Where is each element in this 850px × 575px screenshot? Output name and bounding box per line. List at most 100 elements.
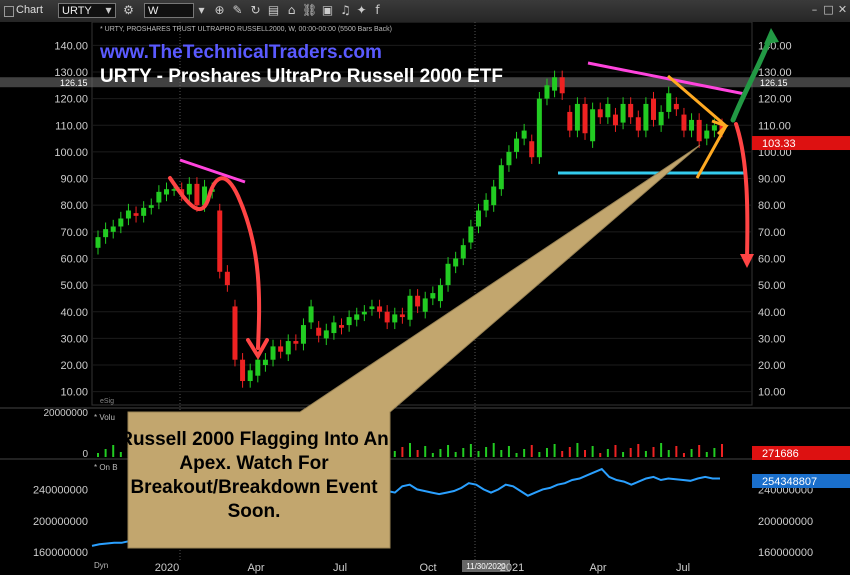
obv-last-label: 254348807	[762, 476, 817, 488]
candle-body	[460, 245, 466, 259]
obv-left-tick: 240000000	[33, 484, 88, 496]
candle-body	[711, 125, 717, 131]
candle-body	[620, 103, 626, 123]
orange-flag-arrowhead	[711, 119, 729, 136]
obv-last-tag	[752, 474, 850, 488]
candle-body	[285, 341, 291, 355]
x-cursor-tag	[462, 560, 510, 572]
x-tick-label: 2021	[500, 562, 524, 574]
candle-body	[361, 311, 367, 315]
right-tick-label: 120.00	[758, 94, 792, 106]
callout-text: Russell 2000 Flagging Into An Apex. Watc…	[119, 429, 389, 522]
right-tick-label: 20.00	[758, 360, 786, 372]
candle-body	[582, 103, 588, 134]
candle-body	[270, 346, 276, 360]
left-tick-label: 60.00	[60, 253, 88, 265]
candle-body	[430, 293, 436, 299]
close-icon[interactable]: ✕	[837, 3, 848, 16]
candle-body	[95, 237, 101, 248]
candle-body	[506, 151, 512, 166]
facebook-icon[interactable]: f	[375, 3, 380, 17]
x-tick-label: Jul	[333, 562, 347, 574]
candle-body	[217, 210, 223, 272]
candle-body	[133, 213, 139, 216]
maximize-icon[interactable]: □	[823, 3, 834, 16]
link-icon[interactable]: ⛓	[302, 3, 318, 17]
candle-body	[643, 103, 649, 131]
candle-body	[681, 114, 687, 131]
twitter-icon[interactable]: ✦	[356, 3, 367, 17]
candle-body	[202, 186, 208, 206]
red-breakdown-arrowhead	[740, 254, 754, 268]
candle-body	[103, 229, 109, 238]
obv-left-tick: 200000000	[33, 516, 88, 528]
x-tick-label: Apr	[589, 562, 606, 574]
candle-body	[514, 138, 520, 152]
x-tick-label: Oct	[419, 562, 436, 574]
crosshair-band	[0, 77, 850, 88]
volume-tick: 20000000	[44, 408, 89, 419]
left-tick-label: 20.00	[60, 360, 88, 372]
candle-body	[590, 109, 596, 142]
candle-body	[331, 322, 337, 334]
candle-body	[415, 295, 421, 307]
candle-body	[224, 271, 230, 286]
volume-label: * Volu	[94, 413, 115, 422]
x-tick-label: Jul	[676, 562, 690, 574]
right-tick-label: 30.00	[758, 333, 786, 345]
candle-body	[491, 186, 497, 206]
period-dropdown-icon[interactable]: ▾	[198, 3, 205, 17]
left-tick-label: 40.00	[60, 307, 88, 319]
save-icon[interactable]: ▣	[321, 3, 334, 17]
left-tick-label: 80.00	[60, 200, 88, 212]
site-url-watermark: www.TheTechnicalTraders.com	[100, 42, 382, 63]
period-input[interactable]: W	[144, 3, 194, 18]
candle-body	[148, 205, 154, 208]
candle-body	[293, 341, 299, 344]
left-tick-label: 110.00	[55, 120, 88, 132]
candle-body	[628, 103, 634, 118]
bell-icon[interactable]: ♫	[340, 3, 351, 17]
left-tick-label: 140.00	[54, 40, 88, 52]
candle-body	[521, 130, 527, 139]
candle-body	[696, 119, 702, 142]
settings-icon[interactable]: ⚙	[123, 3, 134, 17]
draw-icon[interactable]: ✎	[232, 3, 243, 17]
crosshair-icon[interactable]: ⊕	[214, 3, 225, 17]
layout-icon[interactable]: ▤	[267, 3, 280, 17]
home-icon[interactable]: ⌂	[287, 3, 296, 17]
obv-right-tick: 200000000	[758, 516, 813, 528]
refresh-icon[interactable]: ↻	[250, 3, 261, 17]
red-crash-arrowhead	[246, 338, 269, 360]
candle-body	[399, 314, 405, 318]
minimize-icon[interactable]: –	[811, 3, 818, 16]
obv-left-tick: 160000000	[33, 547, 88, 559]
crosshair-right-label: 126.15	[760, 78, 788, 88]
candle-body	[278, 346, 284, 352]
price-panel-frame	[91, 22, 753, 406]
candle-body	[529, 141, 535, 158]
red-crash-curve	[168, 176, 262, 350]
candle-body	[552, 77, 558, 91]
symbol-dropdown-icon[interactable]: ▾	[105, 3, 112, 17]
chart-toolbar: Chart URTY ▾ ⚙ W ▾ ⊕ ✎ ↻ ▤ ⌂ ⛓ ▣ ♫ ✦ f –…	[0, 0, 850, 23]
candle-body	[118, 218, 124, 227]
candle-body	[475, 210, 481, 227]
candle-body	[240, 359, 246, 382]
candle-body	[689, 119, 695, 131]
last-price-label: 103.33	[762, 138, 796, 150]
symbol-input[interactable]: URTY	[58, 3, 116, 18]
candle-body	[392, 314, 398, 323]
right-price-axis: 140.00130.00120.00110.00100.0090.0080.00…	[752, 40, 850, 399]
candle-body	[194, 183, 200, 206]
chart-logo-icon	[4, 6, 14, 17]
left-tick-label: 10.00	[60, 387, 88, 399]
magenta-trendline-2020	[179, 158, 246, 184]
candle-body	[704, 130, 710, 139]
candle-body	[262, 359, 268, 366]
candle-body	[483, 199, 489, 211]
trendline-annotations	[127, 28, 779, 549]
candle-body	[339, 325, 345, 328]
magenta-trendline-2021	[587, 61, 746, 96]
